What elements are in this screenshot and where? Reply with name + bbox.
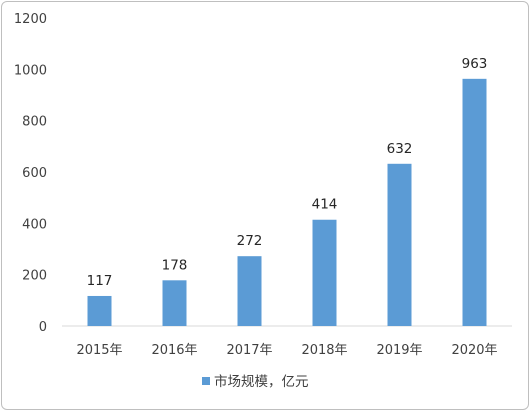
x-tick-label: 2016年 xyxy=(151,343,197,358)
legend-swatch xyxy=(202,377,210,385)
y-tick-label: 600 xyxy=(22,166,47,181)
legend-label: 市场规模，亿元 xyxy=(214,373,309,390)
y-tick-label: 1200 xyxy=(14,12,47,27)
x-tick-label: 2018年 xyxy=(301,343,347,358)
y-tick-label: 800 xyxy=(22,115,47,130)
x-axis-ticks: 2015年 2016年 2017年 2018年 2019年 2020年 xyxy=(76,343,497,358)
data-labels: 117 178 272 414 632 963 xyxy=(87,56,488,289)
data-label: 178 xyxy=(162,257,188,273)
y-tick-label: 1000 xyxy=(14,63,47,78)
y-tick-label: 200 xyxy=(22,269,47,284)
data-label: 963 xyxy=(462,56,488,72)
x-tick-label: 2017年 xyxy=(226,343,272,358)
bar xyxy=(237,256,262,326)
data-label: 272 xyxy=(237,233,263,249)
data-label: 414 xyxy=(312,197,338,213)
x-tick-label: 2019年 xyxy=(376,343,422,358)
bar xyxy=(87,295,112,326)
bar xyxy=(162,280,187,326)
y-axis-ticks: 0 200 400 600 800 1000 1200 xyxy=(14,12,47,335)
y-tick-label: 400 xyxy=(22,217,47,232)
data-label: 632 xyxy=(387,141,413,157)
y-tick-label: 0 xyxy=(39,320,47,335)
x-tick-label: 2015年 xyxy=(76,343,122,358)
bar xyxy=(462,78,487,326)
bar xyxy=(387,163,412,326)
bars xyxy=(87,78,487,326)
data-label: 117 xyxy=(87,273,113,289)
x-tick-label: 2020年 xyxy=(451,343,497,358)
legend: 市场规模，亿元 xyxy=(202,373,309,390)
bar xyxy=(312,219,337,326)
